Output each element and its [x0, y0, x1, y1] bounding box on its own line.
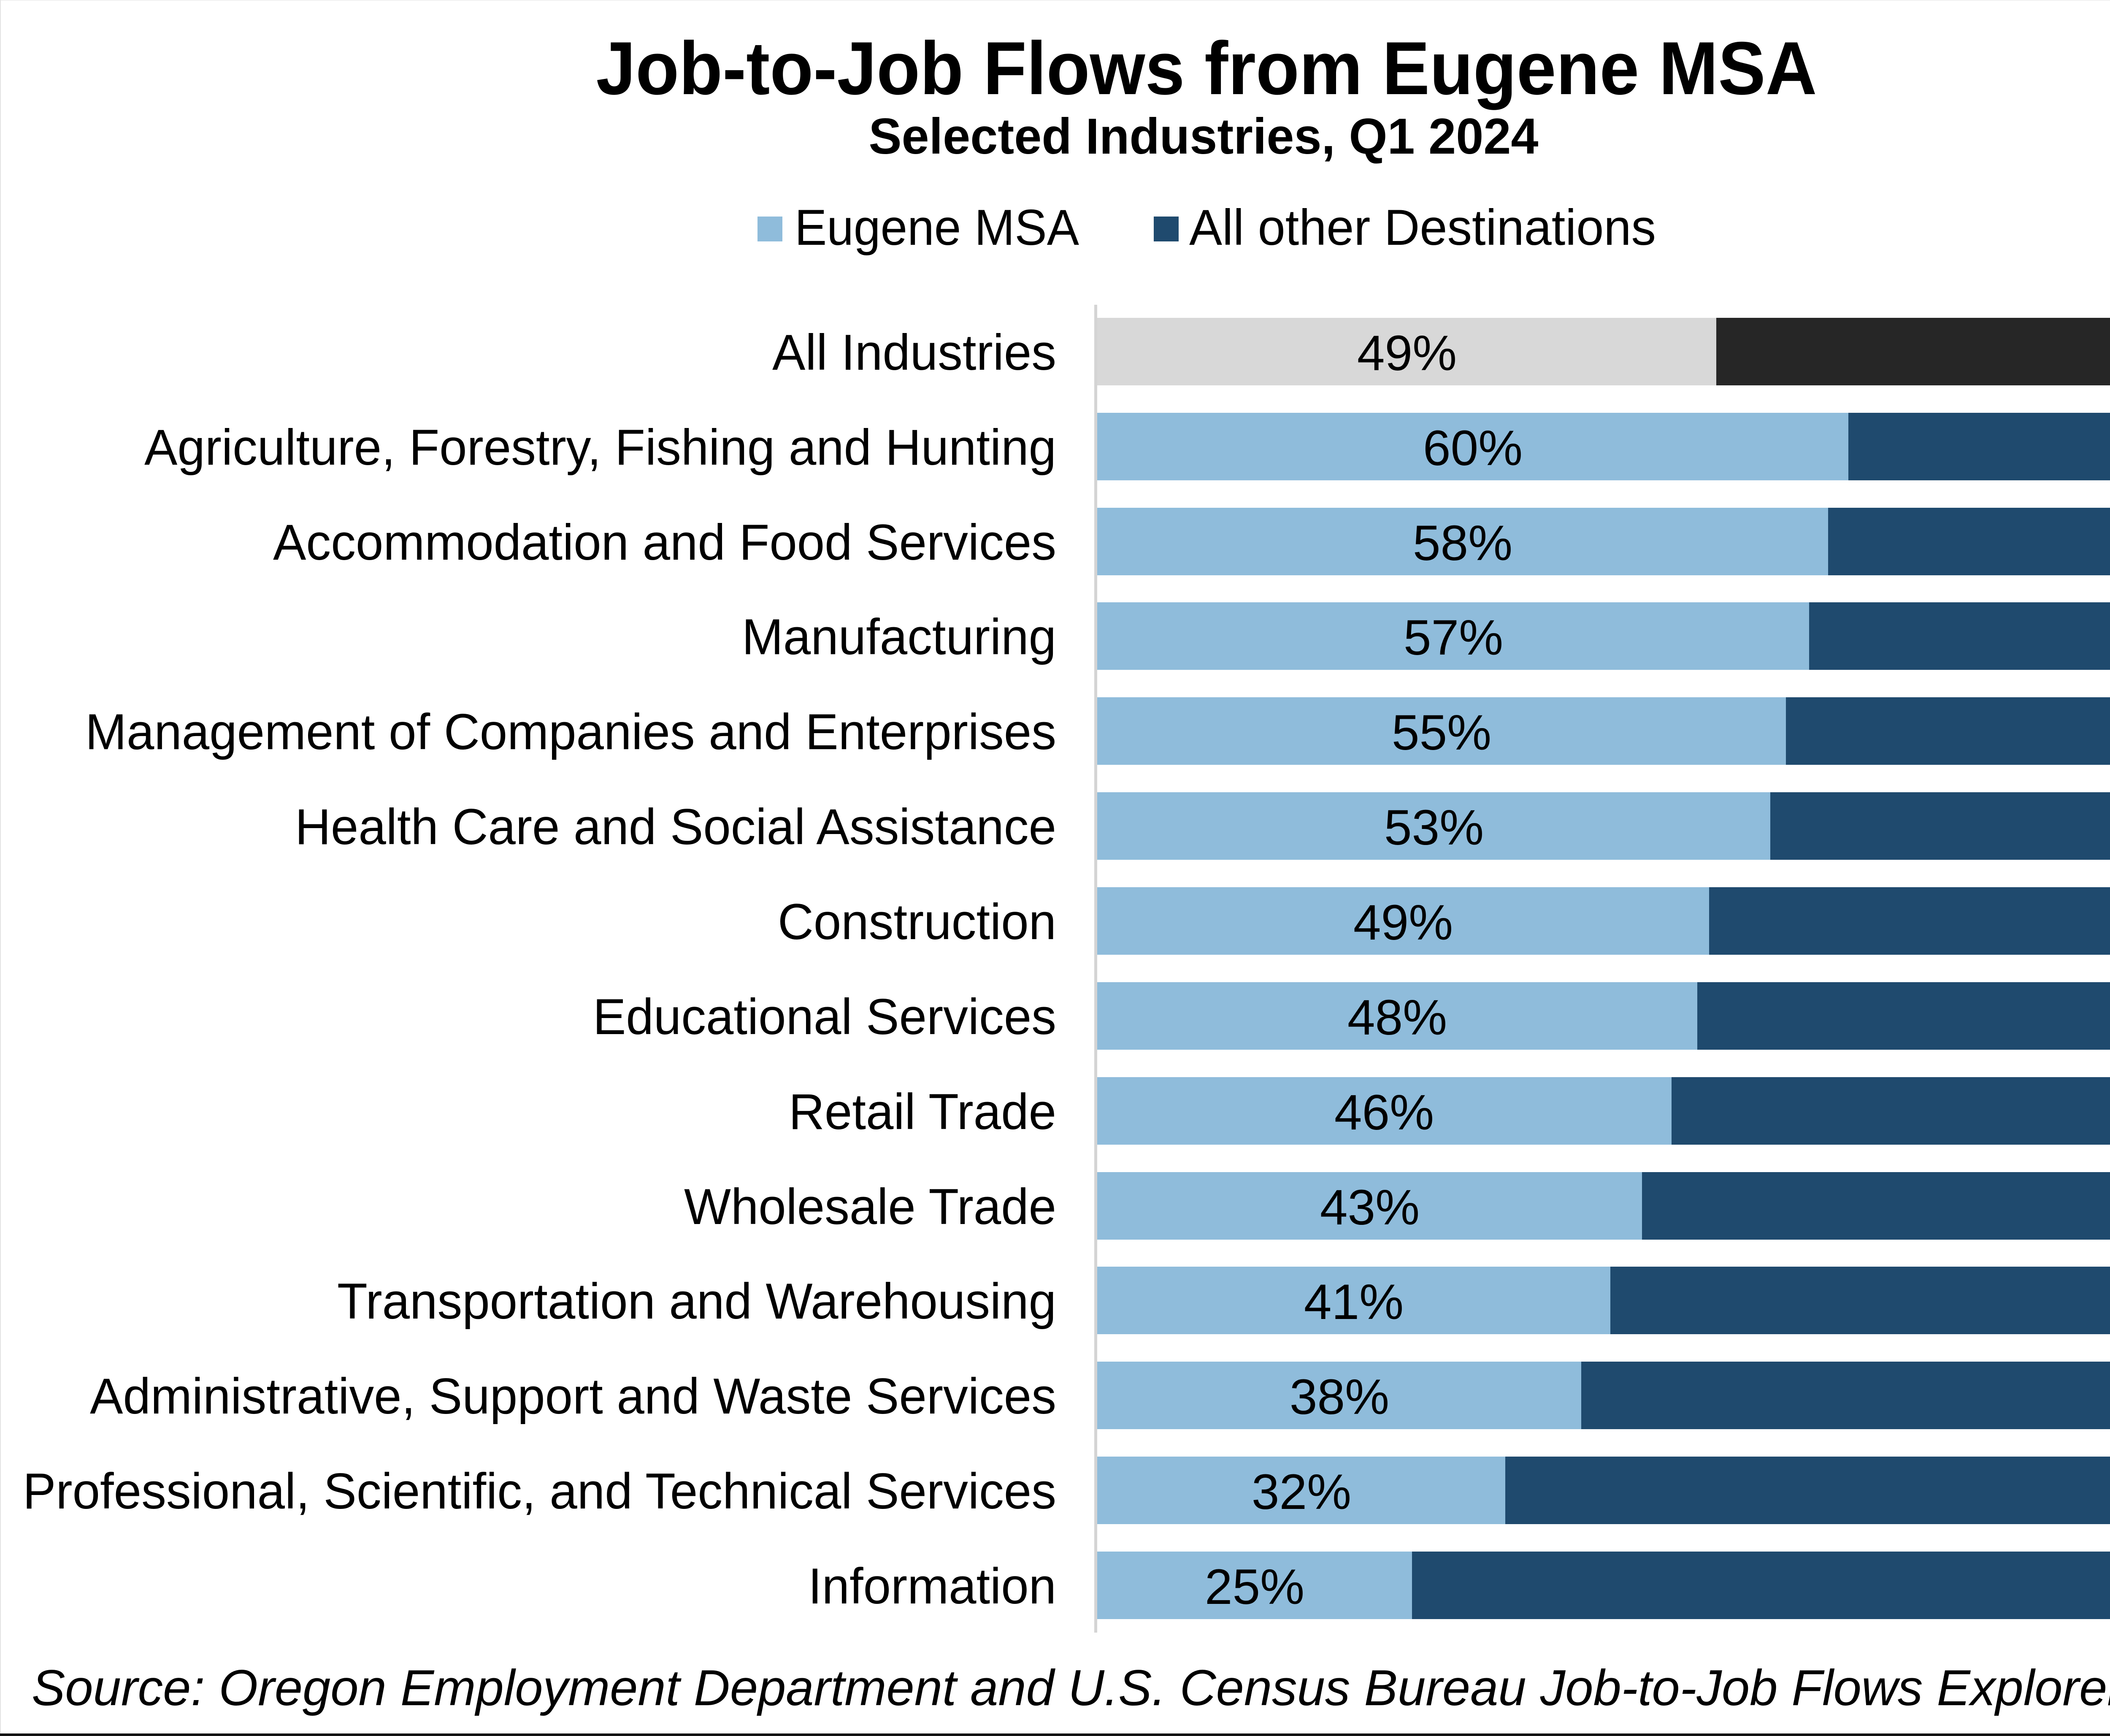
svg-text:25%: 25% [1205, 1559, 1304, 1615]
svg-text:All Industries: All Industries [772, 324, 1056, 381]
svg-text:49%: 49% [1357, 325, 1457, 381]
svg-text:Source: Oregon Employment Depa: Source: Oregon Employment Department and… [32, 1660, 2110, 1716]
svg-text:38%: 38% [1290, 1369, 1389, 1425]
svg-text:Transportation and Warehousing: Transportation and Warehousing [337, 1273, 1056, 1330]
svg-text:Management of Companies and En: Management of Companies and Enterprises [85, 704, 1056, 760]
svg-text:49%: 49% [1353, 895, 1453, 951]
svg-text:Accommodation and Food Service: Accommodation and Food Services [273, 514, 1056, 571]
svg-text:Information: Information [808, 1558, 1056, 1614]
svg-text:Educational Services: Educational Services [593, 989, 1056, 1045]
svg-text:Agriculture, Forestry, Fishing: Agriculture, Forestry, Fishing and Hunti… [144, 419, 1056, 476]
svg-text:Eugene MSA: Eugene MSA [795, 199, 1079, 256]
svg-text:Administrative, Support and Wa: Administrative, Support and Waste Servic… [90, 1368, 1056, 1425]
svg-text:48%: 48% [1347, 990, 1447, 1045]
svg-text:53%: 53% [1384, 800, 1484, 856]
svg-text:60%: 60% [1423, 420, 1523, 476]
svg-text:Wholesale Trade: Wholesale Trade [684, 1178, 1056, 1235]
svg-text:46%: 46% [1334, 1085, 1434, 1140]
svg-text:Job-to-Job Flows from Eugene M: Job-to-Job Flows from Eugene MSA [596, 26, 1817, 110]
svg-text:Health Care and Social Assista: Health Care and Social Assistance [295, 799, 1056, 855]
svg-text:55%: 55% [1392, 705, 1491, 761]
svg-text:Professional, Scientific, and: Professional, Scientific, and Technical … [23, 1463, 1056, 1519]
svg-text:32%: 32% [1252, 1464, 1351, 1520]
svg-text:58%: 58% [1413, 515, 1512, 571]
svg-text:Selected Industries, Q1 2024: Selected Industries, Q1 2024 [869, 108, 1539, 165]
svg-text:Manufacturing: Manufacturing [742, 609, 1056, 665]
svg-text:43%: 43% [1320, 1180, 1420, 1235]
svg-text:41%: 41% [1304, 1274, 1404, 1330]
svg-text:Retail Trade: Retail Trade [789, 1083, 1056, 1140]
svg-text:All other Destinations: All other Destinations [1189, 199, 1656, 256]
svg-text:57%: 57% [1404, 610, 1503, 666]
svg-text:Construction: Construction [778, 894, 1056, 950]
